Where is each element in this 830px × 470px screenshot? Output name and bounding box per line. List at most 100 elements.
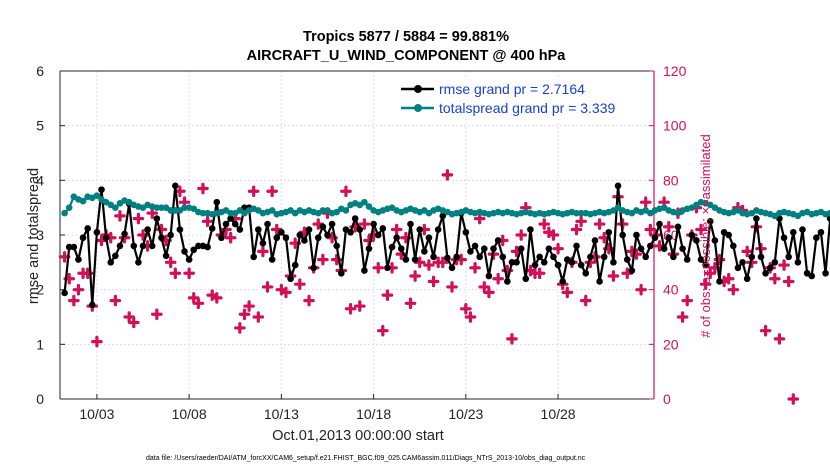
obs-point — [174, 185, 186, 198]
totalspread-point — [342, 207, 350, 214]
rmse-point — [158, 234, 165, 242]
rmse-point — [614, 182, 622, 190]
obs-point — [201, 215, 214, 228]
footnote: data file: /Users/raeder/DAI/ATM_forcXX/… — [146, 455, 586, 462]
rmse-point — [513, 259, 520, 266]
rmse-point — [711, 237, 719, 244]
rmse-point — [84, 225, 91, 232]
y2-tick-label: 0 — [663, 391, 671, 407]
obs-point — [91, 335, 103, 348]
obs-point — [257, 245, 269, 258]
rmse-point — [794, 259, 802, 266]
x-tick-label: 10/08 — [172, 406, 207, 422]
rmse-point — [739, 259, 746, 266]
obs-point — [211, 292, 223, 304]
totalspread-point — [112, 204, 119, 211]
x-axis-label: Oct.01,2013 00:00:00 start — [272, 428, 444, 444]
totalspread-point — [573, 209, 580, 217]
obs-point — [579, 294, 592, 307]
obs-point — [469, 262, 481, 274]
rmse-point — [305, 226, 313, 233]
rmse-point — [734, 264, 742, 272]
obs-point — [390, 223, 403, 236]
rmse-point — [753, 215, 760, 222]
obs-point — [183, 267, 195, 280]
rmse-point — [61, 289, 68, 297]
totalspread-point — [158, 204, 165, 211]
rmse-point — [623, 256, 631, 263]
rmse-point — [536, 253, 543, 261]
rmse-point — [573, 242, 580, 250]
rmse-point — [706, 218, 714, 225]
obs-point — [197, 182, 209, 195]
rmse-point — [231, 220, 239, 228]
obs-point — [224, 231, 237, 244]
rmse-point — [504, 278, 511, 285]
obs-point — [252, 311, 265, 323]
totalspread-point — [181, 204, 188, 211]
rmse-point — [370, 220, 377, 228]
obs-point — [575, 215, 587, 228]
rmse-point — [273, 234, 281, 242]
rmse-point — [817, 228, 825, 236]
totalspread-point — [365, 203, 373, 210]
rmse-point — [338, 269, 345, 277]
obs-point — [409, 270, 421, 282]
obs-point — [695, 223, 707, 236]
series-rmse — [61, 182, 830, 309]
rmse-point — [195, 242, 202, 250]
rmse-point — [287, 275, 294, 283]
rmse-point — [374, 231, 382, 239]
rmse-point — [314, 234, 322, 242]
rmse-point — [319, 223, 327, 231]
rmse-point — [453, 253, 460, 261]
obs-point — [123, 311, 135, 323]
rmse-point — [425, 234, 433, 242]
obs-point — [192, 297, 205, 310]
rmse-point — [347, 228, 354, 236]
rmse-point — [130, 242, 138, 250]
rmse-point — [499, 253, 507, 261]
rmse-point — [402, 256, 410, 263]
rmse-point — [540, 259, 548, 266]
obs-point — [681, 294, 694, 307]
obs-point — [570, 223, 583, 236]
rmse-point — [135, 259, 142, 266]
obs-point — [515, 229, 527, 241]
rmse-point — [393, 234, 400, 242]
obs-point — [699, 278, 712, 290]
rmse-point — [554, 261, 562, 269]
y2-tick-label: 100 — [663, 118, 687, 134]
y2-tick-label: 20 — [663, 336, 679, 352]
obs-point — [247, 185, 260, 198]
obs-point — [353, 300, 366, 312]
rmse-point — [70, 243, 78, 251]
rmse-point — [716, 278, 723, 285]
rmse-point — [587, 253, 594, 261]
rmse-point — [471, 242, 479, 250]
x-tick-label: 10/13 — [264, 406, 299, 422]
totalspread-point — [61, 209, 68, 217]
rmse-point — [582, 269, 590, 277]
rmse-point — [679, 245, 686, 252]
x-tick-label: 10/28 — [541, 406, 576, 422]
totalspread-point — [190, 205, 198, 213]
obs-point — [372, 262, 385, 274]
y-tick-label: 0 — [36, 391, 44, 407]
obs-point — [722, 272, 735, 285]
rmse-point — [397, 245, 405, 252]
obs-point — [473, 212, 486, 225]
rmse-point — [296, 231, 304, 239]
totalspread-point — [153, 204, 161, 211]
obs-point — [547, 229, 560, 241]
obs-point — [644, 223, 657, 236]
rmse-point — [171, 182, 179, 190]
rmse-point — [462, 228, 470, 236]
obs-point — [464, 311, 477, 323]
rmse-point — [531, 261, 539, 269]
rmse-point — [222, 220, 230, 228]
rmse-point — [190, 246, 198, 254]
obs-point — [492, 272, 504, 285]
obs-point — [773, 333, 786, 345]
